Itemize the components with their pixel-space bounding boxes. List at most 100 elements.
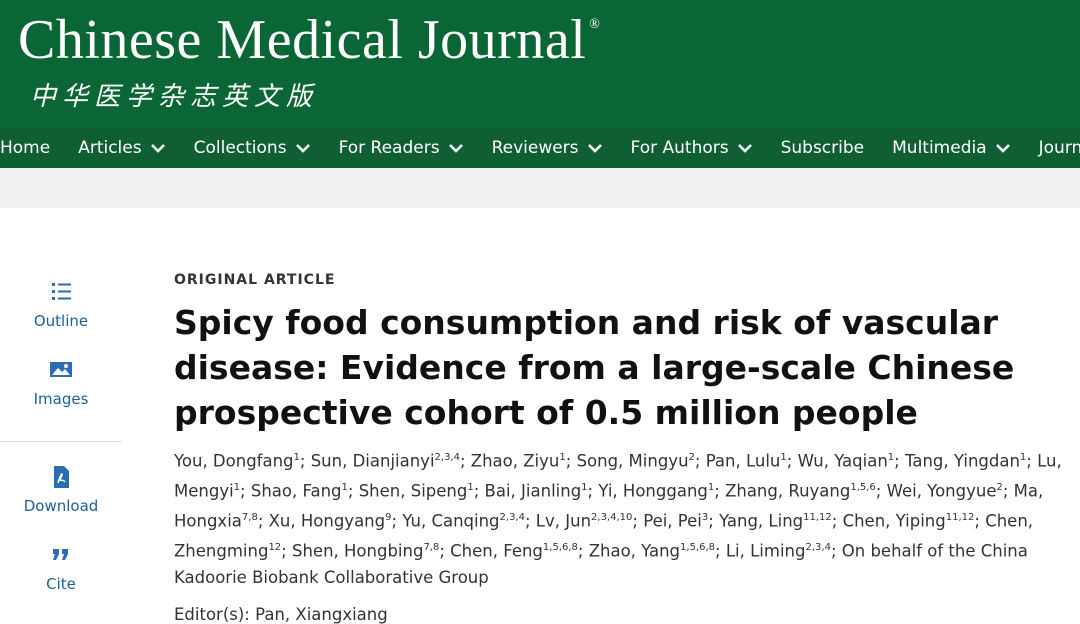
author-name[interactable]: Tang, Yingdan — [904, 451, 1020, 471]
author-name[interactable]: Ma, Hongxia — [174, 481, 1044, 531]
separator: ; — [830, 541, 837, 561]
tool-icon — [52, 283, 71, 300]
separator: ; — [257, 511, 264, 531]
author-affiliation: 1 — [887, 452, 895, 463]
tool-label: Cite — [46, 575, 76, 593]
separator: ; — [439, 541, 445, 561]
author-affiliation: 1 — [233, 482, 241, 494]
tool-icon — [53, 549, 68, 560]
author-name[interactable]: Yang, Ling — [719, 511, 804, 531]
separator: ; — [974, 511, 980, 531]
nav-item[interactable]: For Authors — [631, 138, 753, 158]
tool-button[interactable]: Images — [0, 358, 122, 436]
separator: ; — [1026, 451, 1032, 471]
separator: ; — [459, 451, 466, 471]
separator: ; — [281, 541, 287, 561]
author-affiliation: 7,8 — [241, 512, 258, 524]
editor-name[interactable]: Pan, Xiangxiang — [255, 604, 388, 624]
author-name[interactable]: Li, Liming — [725, 541, 806, 561]
breadcrumb-strip — [0, 168, 1080, 208]
author-affiliation: 1 — [1019, 452, 1027, 463]
author-affiliation: 3 — [701, 512, 709, 524]
separator: ; — [577, 541, 584, 561]
author-name[interactable]: Lv, Jun — [535, 511, 592, 531]
nav-item[interactable]: Multimedia — [892, 138, 1011, 158]
separator: ; — [715, 541, 721, 561]
editor-line: Editor(s): Pan, Xiangxiang — [174, 605, 1080, 624]
dropdown-chevron — [295, 144, 310, 153]
nav-label: Multimedia — [892, 138, 987, 158]
author-name[interactable]: Xu, Hongyang — [268, 511, 386, 531]
tool-label: Images — [33, 390, 89, 408]
author-name[interactable]: Zhao, Yang — [588, 541, 681, 561]
dropdown-chevron — [448, 144, 463, 153]
separator: ; — [347, 481, 354, 501]
nav-item[interactable]: For Readers — [339, 138, 464, 158]
logo[interactable]: Chinese Medical Journal ® — [18, 8, 600, 72]
separator: ; — [632, 511, 638, 531]
separator: ; — [587, 481, 594, 501]
article-type: ORIGINAL ARTICLE — [174, 272, 336, 288]
nav-label: Subscribe — [780, 138, 865, 158]
author-name[interactable]: Yi, Honggang — [598, 481, 708, 501]
author-affiliation: 1 — [467, 482, 474, 494]
author-affiliation: 2 — [688, 452, 695, 463]
author-affiliation: 1,5,6,8 — [542, 542, 578, 554]
author-name[interactable]: Chen, Zhengming — [174, 511, 1034, 561]
dropdown-chevron — [995, 144, 1010, 153]
author-name[interactable]: Shao, Fang — [250, 481, 342, 501]
separator: ; — [786, 451, 793, 471]
divider — [0, 441, 122, 442]
author-name[interactable]: Lu, Mengyi — [174, 451, 1062, 501]
author-name[interactable]: Wei, Yongyue — [886, 481, 997, 501]
author-name[interactable]: Wu, Yaqian — [797, 451, 888, 471]
tool-icon — [50, 362, 72, 377]
author-affiliation: 2,3,4 — [434, 452, 460, 463]
dropdown-chevron — [737, 144, 752, 153]
nav-label: Reviewers — [491, 138, 579, 158]
author-affiliation: 1 — [581, 482, 588, 494]
registered-mark: ® — [589, 17, 601, 32]
author-list: You, Dongfang1; Sun, Dianjianyi2,3,4; Zh… — [174, 445, 1080, 592]
author-affiliation: 9 — [385, 512, 392, 524]
separator: ; — [831, 511, 838, 531]
editor-label: Editor(s): — [174, 604, 250, 624]
nav-item[interactable]: Home — [0, 138, 50, 158]
separator: ; — [565, 451, 572, 471]
author-name[interactable]: Pei, Pei — [643, 511, 702, 531]
author-name[interactable]: You, Dongfang — [174, 451, 294, 471]
tool-button[interactable]: Outline — [0, 280, 122, 358]
author-affiliation: 1 — [293, 452, 300, 463]
author-name[interactable]: Shen, Hongbing — [291, 541, 424, 561]
nav-item[interactable]: Subscribe — [781, 138, 865, 158]
nav-item[interactable]: Reviewers — [492, 138, 603, 158]
separator: ; — [1002, 481, 1009, 501]
author-name[interactable]: Chen, Feng — [450, 541, 543, 561]
author-affiliation: 1 — [341, 482, 348, 494]
separator: ; — [894, 451, 900, 471]
logo-subtitle: 中华医学杂志英文版 — [30, 82, 319, 112]
article-title: Spicy food consumption and risk of vascu… — [174, 303, 1015, 432]
separator: ; — [473, 481, 480, 501]
author-name[interactable]: Shen, Sipeng — [358, 481, 468, 501]
separator: ; — [694, 451, 701, 471]
tool-label: Download — [23, 497, 99, 515]
author-name[interactable]: Song, Mingyu — [576, 451, 689, 471]
author-affiliation: 2,3,4 — [499, 512, 525, 524]
tool-button[interactable]: Cite — [0, 543, 122, 621]
author-affiliation: 12 — [268, 542, 282, 554]
author-name[interactable]: Sun, Dianjianyi — [310, 451, 435, 471]
author-name[interactable]: Yu, Canqing — [402, 511, 500, 531]
author-name[interactable]: Zhao, Ziyu — [470, 451, 560, 471]
author-affiliation: 11,12 — [803, 512, 832, 524]
author-name[interactable]: Zhang, Ruyang — [725, 481, 851, 501]
author-affiliation: 1,5,6,8 — [680, 542, 716, 554]
nav-item[interactable]: Journa — [1039, 138, 1080, 158]
nav-item[interactable]: Articles — [78, 138, 165, 158]
author-affiliation: 1 — [559, 452, 566, 463]
tool-button[interactable]: Download — [0, 465, 122, 543]
author-name[interactable]: Chen, Yiping — [842, 511, 946, 531]
nav-item[interactable]: Collections — [194, 138, 311, 158]
author-name[interactable]: Pan, Lulu — [705, 451, 781, 471]
author-name[interactable]: Bai, Jianling — [484, 481, 582, 501]
